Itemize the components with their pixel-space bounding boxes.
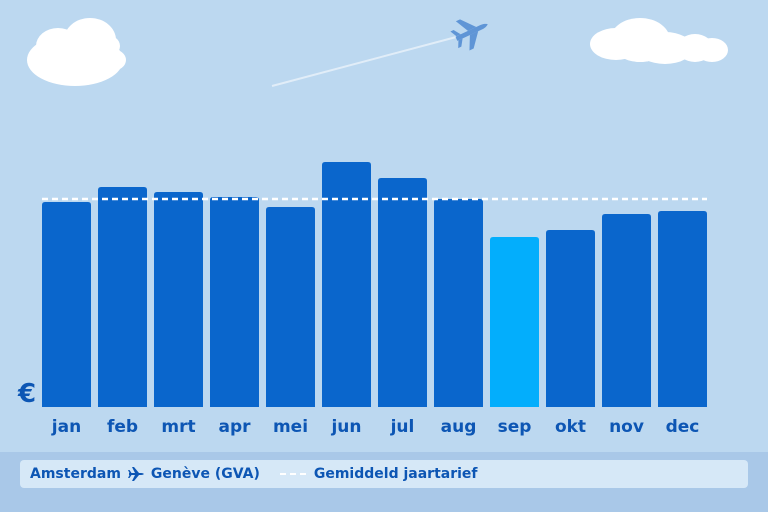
bar-mrt [154,192,203,407]
legend-origin: Amsterdam [30,466,121,482]
contrail [271,35,461,87]
x-tick-label-okt: okt [555,417,586,437]
bar-jan [42,202,91,407]
bar-dec [658,211,707,407]
legend: Amsterdam Genève (GVA) Gemiddeld jaartar… [20,460,748,488]
cloud-right-icon [590,18,728,64]
bar-jun [322,162,371,407]
x-tick-label-mrt: mrt [161,417,195,437]
x-tick-label-dec: dec [666,417,700,437]
plane-icon [127,467,145,481]
x-tick-label-sep: sep [498,417,532,437]
x-tick-label-nov: nov [609,417,644,437]
bar-sep [490,237,539,407]
legend-destination: Genève (GVA) [150,466,260,482]
bar-okt [546,230,595,407]
cloud-left-icon [27,18,126,86]
x-tick-label-apr: apr [218,417,251,437]
bar-feb [98,187,147,407]
currency-symbol: € [18,379,37,409]
x-axis-labels: jan feb mrt apr mei jun jul aug sep okt nov dec [51,417,700,437]
legend-route: Amsterdam Genève (GVA) [30,466,260,482]
bar-jul [378,178,427,407]
x-tick-label-jun: jun [330,417,361,437]
bar-aug [434,199,483,407]
x-tick-label-jan: jan [51,417,81,437]
bars-group [42,162,707,407]
x-tick-label-mei: mei [273,417,308,437]
x-tick-label-aug: aug [441,417,477,437]
plane-icon [450,19,488,51]
x-tick-label-jul: jul [390,417,415,437]
legend-average-label: Gemiddeld jaartarief [313,466,478,482]
bar-nov [602,214,651,407]
bar-mei [266,207,315,407]
legend-average-swatch [279,473,306,475]
x-tick-label-feb: feb [107,417,138,437]
bar-apr [210,197,259,407]
